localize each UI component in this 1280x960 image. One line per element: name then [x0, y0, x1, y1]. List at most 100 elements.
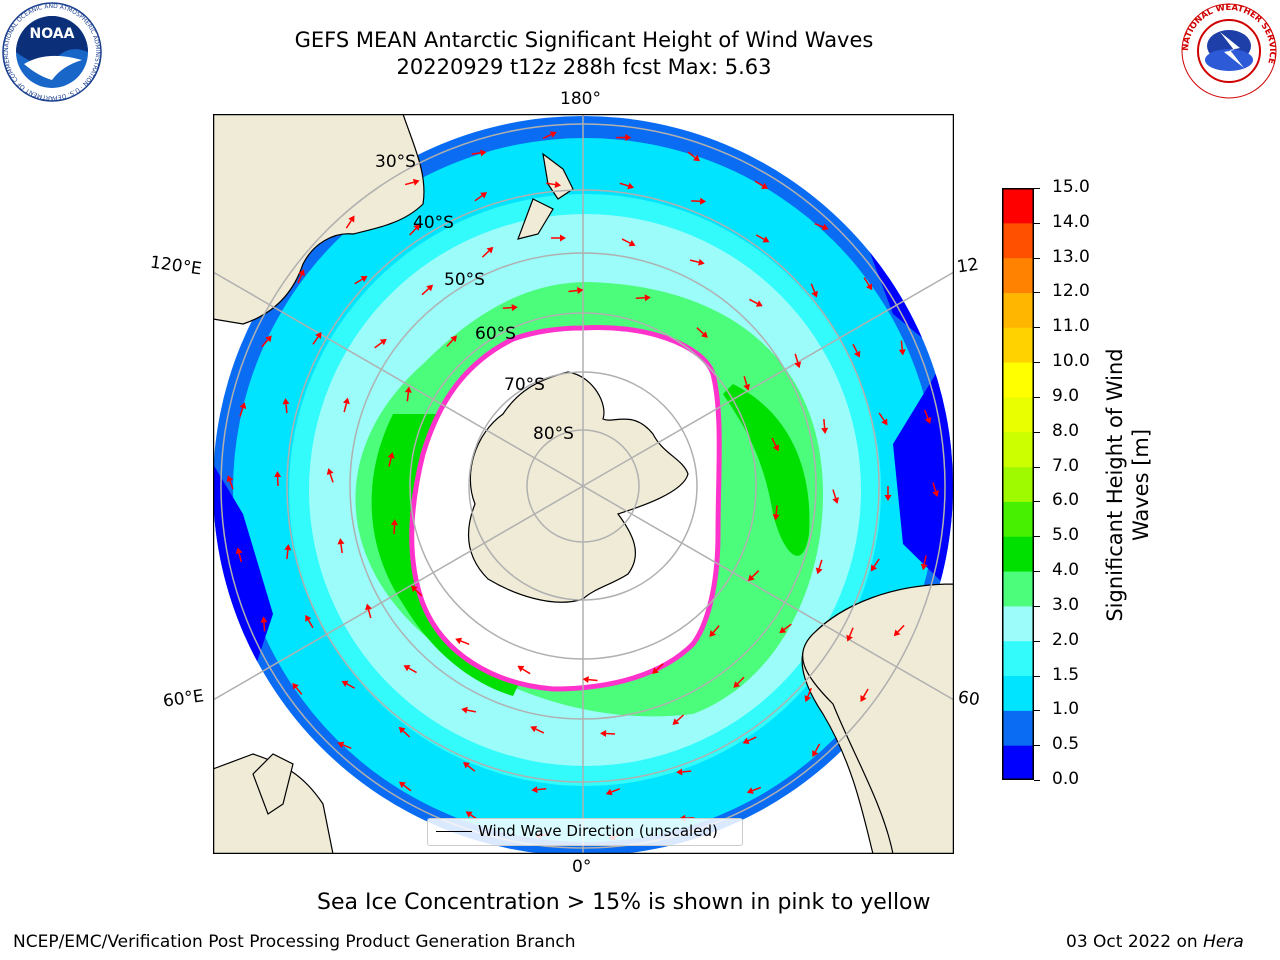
- wave-arrow-head: [605, 788, 613, 796]
- wave-arrow-shaft: [403, 784, 412, 792]
- colorbar-segment: [1002, 188, 1034, 224]
- wave-arrow-shaft: [771, 437, 777, 447]
- wave-arrow-head: [398, 726, 406, 734]
- wave-arrow-head: [265, 335, 272, 343]
- colorbar-tick-mark: [1034, 431, 1040, 433]
- wave-arrow-shaft: [354, 278, 363, 285]
- wave-arrow-shaft: [810, 283, 816, 293]
- wave-arrow-shaft: [635, 296, 645, 300]
- wave-arrow-head: [559, 234, 566, 242]
- wave-arrow-shaft: [297, 274, 303, 284]
- wave-arrow-head: [870, 564, 878, 572]
- wave-arrow-shaft: [696, 327, 704, 335]
- colorbar-tick-mark: [1034, 466, 1040, 468]
- colorbar-tick-mark: [1034, 605, 1040, 607]
- wave-arrow-head: [226, 475, 234, 483]
- colorbar-title: Significant Height of Wind Waves [m]: [1103, 348, 1153, 622]
- colorbar-tick-mark: [1034, 536, 1040, 538]
- wave-arrow-head: [644, 294, 651, 302]
- legend-label: Wind Wave Direction (unscaled): [478, 822, 718, 840]
- wave-arrow-shaft: [852, 343, 858, 353]
- wave-arrow-shaft: [687, 151, 696, 159]
- wave-arrow-shaft: [295, 686, 303, 695]
- wave-arrow-head: [463, 761, 470, 769]
- wave-arrow-head: [627, 182, 635, 190]
- wave-arrow-head: [274, 471, 282, 478]
- wave-arrow-head: [860, 695, 867, 702]
- lat-label-40s: 40°S: [413, 213, 454, 233]
- wave-arrow-shaft: [712, 625, 720, 633]
- wave-arrow-shaft: [261, 339, 269, 348]
- wave-arrow-shaft: [388, 457, 392, 467]
- wave-arrow-shaft: [522, 668, 531, 675]
- colorbar-segment: [1002, 605, 1034, 642]
- wave-arrow-shaft: [467, 765, 476, 772]
- colorbar-tick-mark: [1034, 292, 1040, 294]
- wave-arrow-head: [755, 300, 763, 307]
- wave-arrow-head: [426, 284, 434, 292]
- wave-arrow-head: [652, 667, 659, 674]
- wave-arrow-shaft: [481, 250, 490, 258]
- colorbar-tick-mark: [1034, 745, 1040, 747]
- colorbar-tick-mark: [1034, 362, 1040, 364]
- noaa-logo: NOAA NATIONAL OCEANIC AND ATMOSPHERIC AD…: [0, 0, 102, 102]
- lon-label-120e: 120°E: [148, 252, 203, 280]
- nws-logo: NATIONAL WEATHER SERVICE: [1180, 2, 1278, 100]
- colorbar-tick-label: 3.0: [1052, 594, 1080, 615]
- colorbar-tick-label: 13.0: [1052, 246, 1090, 267]
- colorbar-segment: [1002, 501, 1034, 537]
- wave-arrow-head: [747, 574, 755, 582]
- credit-text: NCEP/EMC/Verification Post Processing Pr…: [13, 932, 576, 952]
- wave-arrow-head: [455, 637, 463, 645]
- wave-arrow-head: [804, 695, 812, 703]
- wave-arrow-shaft: [343, 403, 348, 413]
- wave-arrow-shaft: [409, 227, 417, 236]
- wave-arrow-shaft: [682, 770, 692, 773]
- wave-arrow-shaft: [873, 558, 880, 567]
- wave-arrow-shaft: [408, 667, 417, 674]
- wave-arrow-shaft: [807, 687, 812, 697]
- wave-arrow-head: [292, 682, 299, 690]
- wave-arrow-shaft: [814, 743, 821, 753]
- wave-arrow-shaft: [863, 277, 870, 286]
- wave-arrow-shaft: [783, 623, 792, 631]
- lat-label-80s: 80°S: [533, 424, 574, 444]
- wave-arrow-head: [517, 665, 525, 672]
- colorbar-segment: [1002, 745, 1034, 781]
- wave-arrow-shaft: [421, 288, 430, 296]
- wave-arrow-head: [305, 614, 312, 622]
- wave-arrow-shaft: [923, 409, 929, 419]
- wave-arrow-shaft: [751, 570, 760, 578]
- wave-arrow-head: [815, 567, 823, 575]
- wave-arrow-head: [531, 786, 538, 794]
- colorbar-segment: [1002, 257, 1034, 293]
- lon-label-60e: 60°E: [161, 686, 206, 712]
- wave-arrow-shaft: [542, 133, 552, 139]
- wave-arrow-head: [480, 192, 488, 199]
- wave-arrow-head: [298, 269, 305, 277]
- wave-arrow-head: [337, 741, 345, 749]
- wave-arrow-shaft: [848, 627, 854, 637]
- machine-name: Hera: [1203, 932, 1244, 952]
- wave-arrow-shaft: [466, 709, 477, 713]
- wave-arrow-head: [511, 304, 518, 312]
- wave-arrow-head: [762, 236, 770, 243]
- lon-label-180: 180°: [560, 89, 601, 109]
- colorbar-segment: [1002, 536, 1034, 572]
- colorbar-segment: [1002, 710, 1034, 746]
- colorbar-tick-label: 10.0: [1052, 351, 1090, 372]
- colorbar-tick-label: 1.0: [1052, 699, 1080, 720]
- wave-arrow-shaft: [374, 341, 383, 349]
- wave-arrow-head: [761, 182, 769, 189]
- noaa-logo-text: NOAA: [30, 26, 75, 42]
- wave-arrow-head: [549, 131, 557, 138]
- wave-arrow-head: [932, 490, 939, 498]
- wave-arrow-head: [480, 149, 487, 157]
- wave-arrow-head: [326, 468, 334, 475]
- colorbar-tick-mark: [1034, 222, 1040, 224]
- colorbar-tick-label: 0.0: [1052, 769, 1080, 789]
- wave-arrow-shaft: [502, 306, 512, 309]
- colorbar-tick-label: 14.0: [1052, 211, 1090, 232]
- wave-arrow-shaft: [900, 340, 904, 350]
- wind-wave-arrows: [226, 131, 939, 841]
